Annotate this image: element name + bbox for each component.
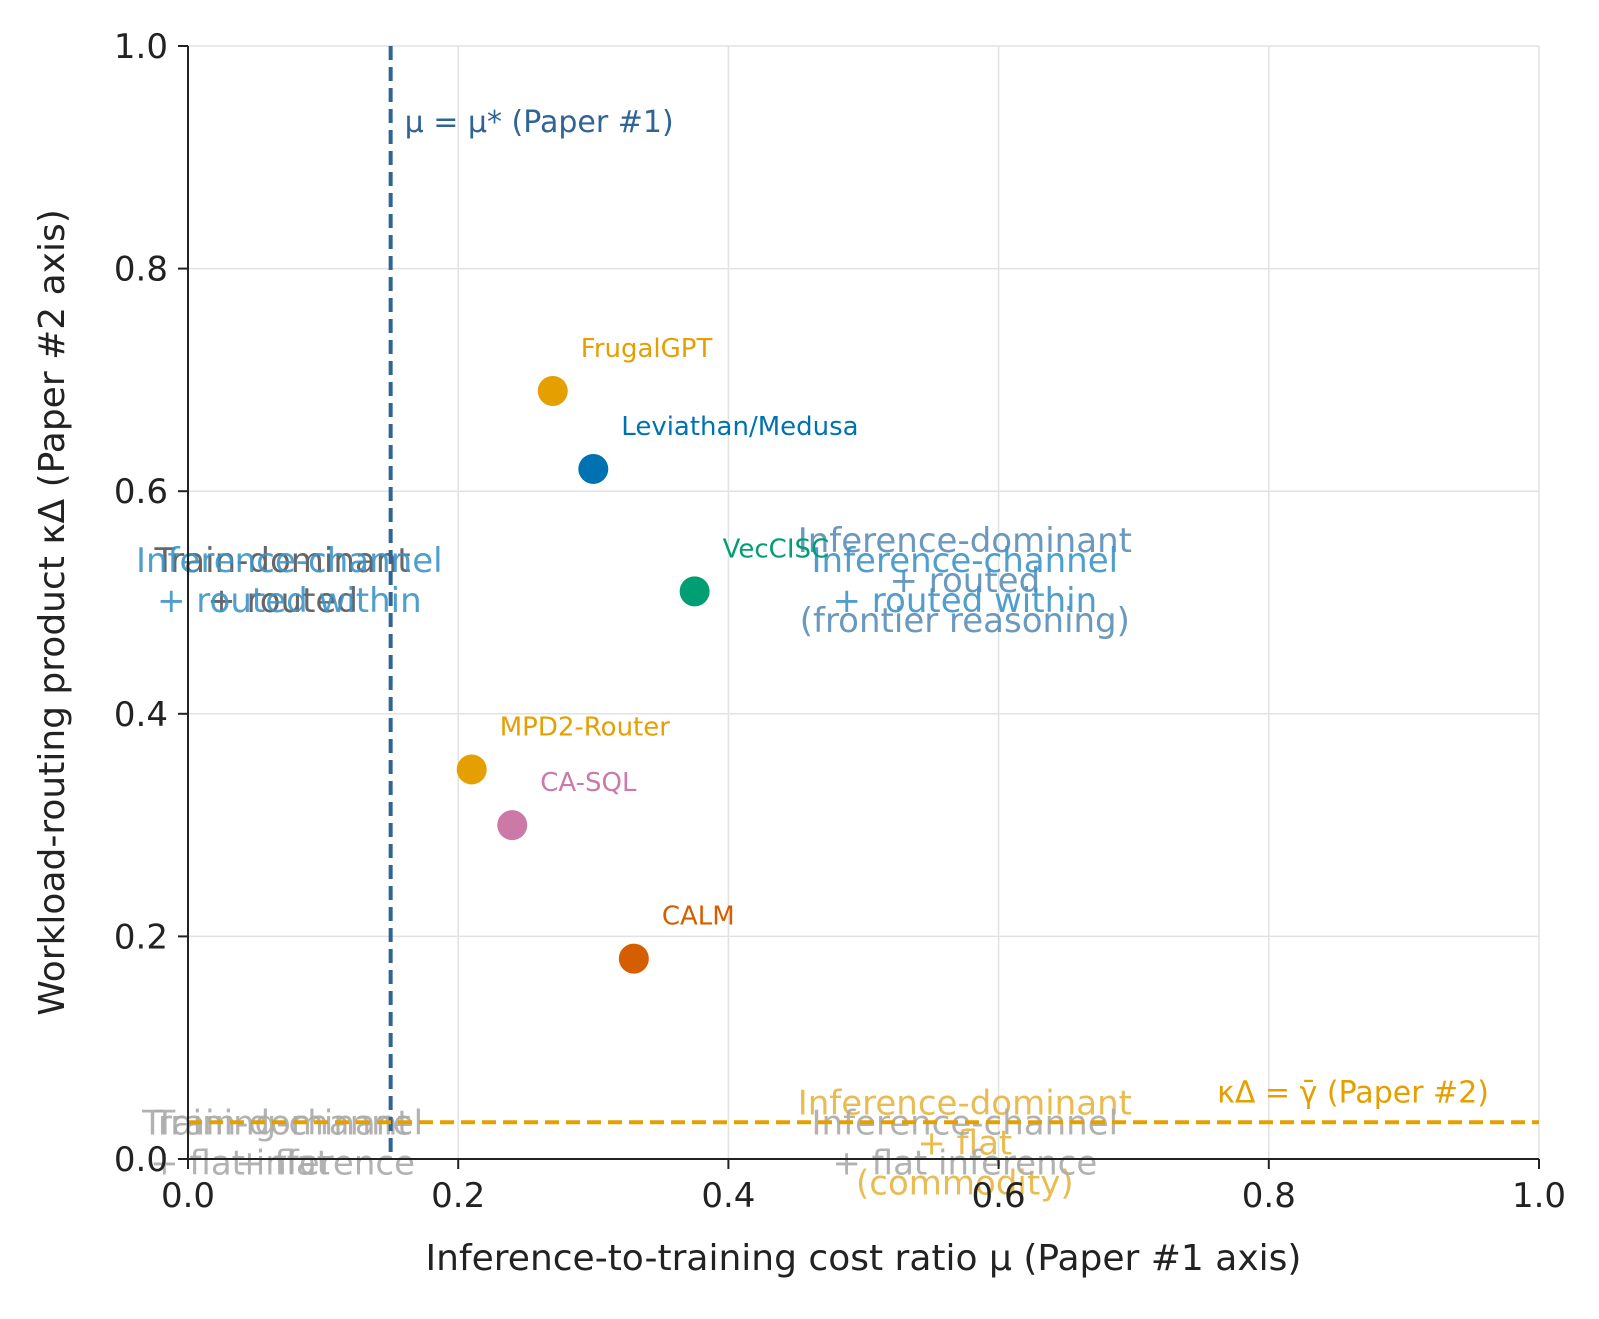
region-label-line: + routed (207, 581, 358, 621)
y-tick-label: 0.8 (114, 250, 168, 290)
region-label: Inference-channel + flat inference (812, 1103, 1119, 1183)
axes: 0.0 0.2 0.4 0.6 0.8 1.0 0.0 0.2 0.4 0.6 0.8 1.0 (114, 27, 1566, 1216)
region-label-line: + flat inference (832, 1143, 1097, 1183)
data-point (679, 576, 710, 607)
x-axis-label: Inference-to-training cost ratio μ (Pape… (426, 1238, 1302, 1279)
data-point-label: MPD2-Router (500, 712, 671, 742)
y-tick-label: 0.6 (114, 472, 168, 512)
region-label: Inference-dominant + routed (frontier reas… (798, 521, 1132, 641)
data-point (456, 754, 487, 785)
region-label: Inference-channel + routed within (812, 541, 1119, 621)
region-label-line: Inference-channel (812, 541, 1119, 581)
data-point-label: CA-SQL (540, 768, 637, 798)
data-points: FrugalGPT Leviathan/Medusa VecCISC MPD2-Rou… (456, 334, 859, 974)
y-tick-label: 0.4 (114, 695, 168, 735)
region-label-line: Inference-dominant (798, 521, 1132, 561)
data-point-label: VecCISC (723, 534, 830, 564)
region-label-line: Inference-channel (136, 541, 443, 581)
x-tick-label: 0.6 (972, 1176, 1026, 1216)
data-point (537, 376, 568, 407)
data-point (618, 943, 649, 974)
x-tick-label: 1.0 (1512, 1176, 1566, 1216)
data-point (578, 453, 609, 484)
region-label-line: + routed within (157, 581, 422, 621)
region-label: Train-dominant + routed (154, 541, 411, 621)
y-tick-label: 0.0 (114, 1140, 168, 1180)
region-label-line: (commodity) (856, 1163, 1074, 1203)
x-tick-label: 0.8 (1242, 1176, 1296, 1216)
x-tick-label: 0.4 (701, 1176, 755, 1216)
x-tick-label: 0.2 (431, 1176, 485, 1216)
x-tick-label: 0.0 (161, 1176, 215, 1216)
reference-line-label: κΔ = γ̄ (Paper #2) (1217, 1075, 1489, 1110)
region-label-line: + routed (889, 561, 1040, 601)
data-point (497, 810, 528, 841)
region-label-line: Train-dominant (154, 541, 411, 581)
region-label-line: + routed within (832, 581, 1097, 621)
region-label-line: (frontier reasoning) (800, 601, 1130, 641)
data-point-label: FrugalGPT (581, 334, 713, 364)
region-label-line: + flat (235, 1143, 330, 1183)
y-tick-label: 1.0 (114, 27, 168, 67)
region-label-line: + flat inference (150, 1143, 415, 1183)
region-label: Inference-dominant + flat (commodity) (798, 1083, 1132, 1203)
region-label-line: + flat (917, 1123, 1012, 1163)
y-axis-label: Workload-routing product κΔ (Paper #2 ax… (32, 209, 73, 1015)
reference-lines: μ = μ* (Paper #1) κΔ = γ̄ (Paper #2) (188, 46, 1539, 1159)
data-point-label: CALM (662, 902, 735, 932)
data-point-label: Leviathan/Medusa (621, 412, 858, 442)
region-label-line: Inference-dominant (798, 1083, 1132, 1123)
y-tick-label: 0.2 (114, 917, 168, 957)
region-label: Inference-channel + routed within (136, 541, 443, 621)
reference-line-label: μ = μ* (Paper #1) (405, 105, 674, 140)
